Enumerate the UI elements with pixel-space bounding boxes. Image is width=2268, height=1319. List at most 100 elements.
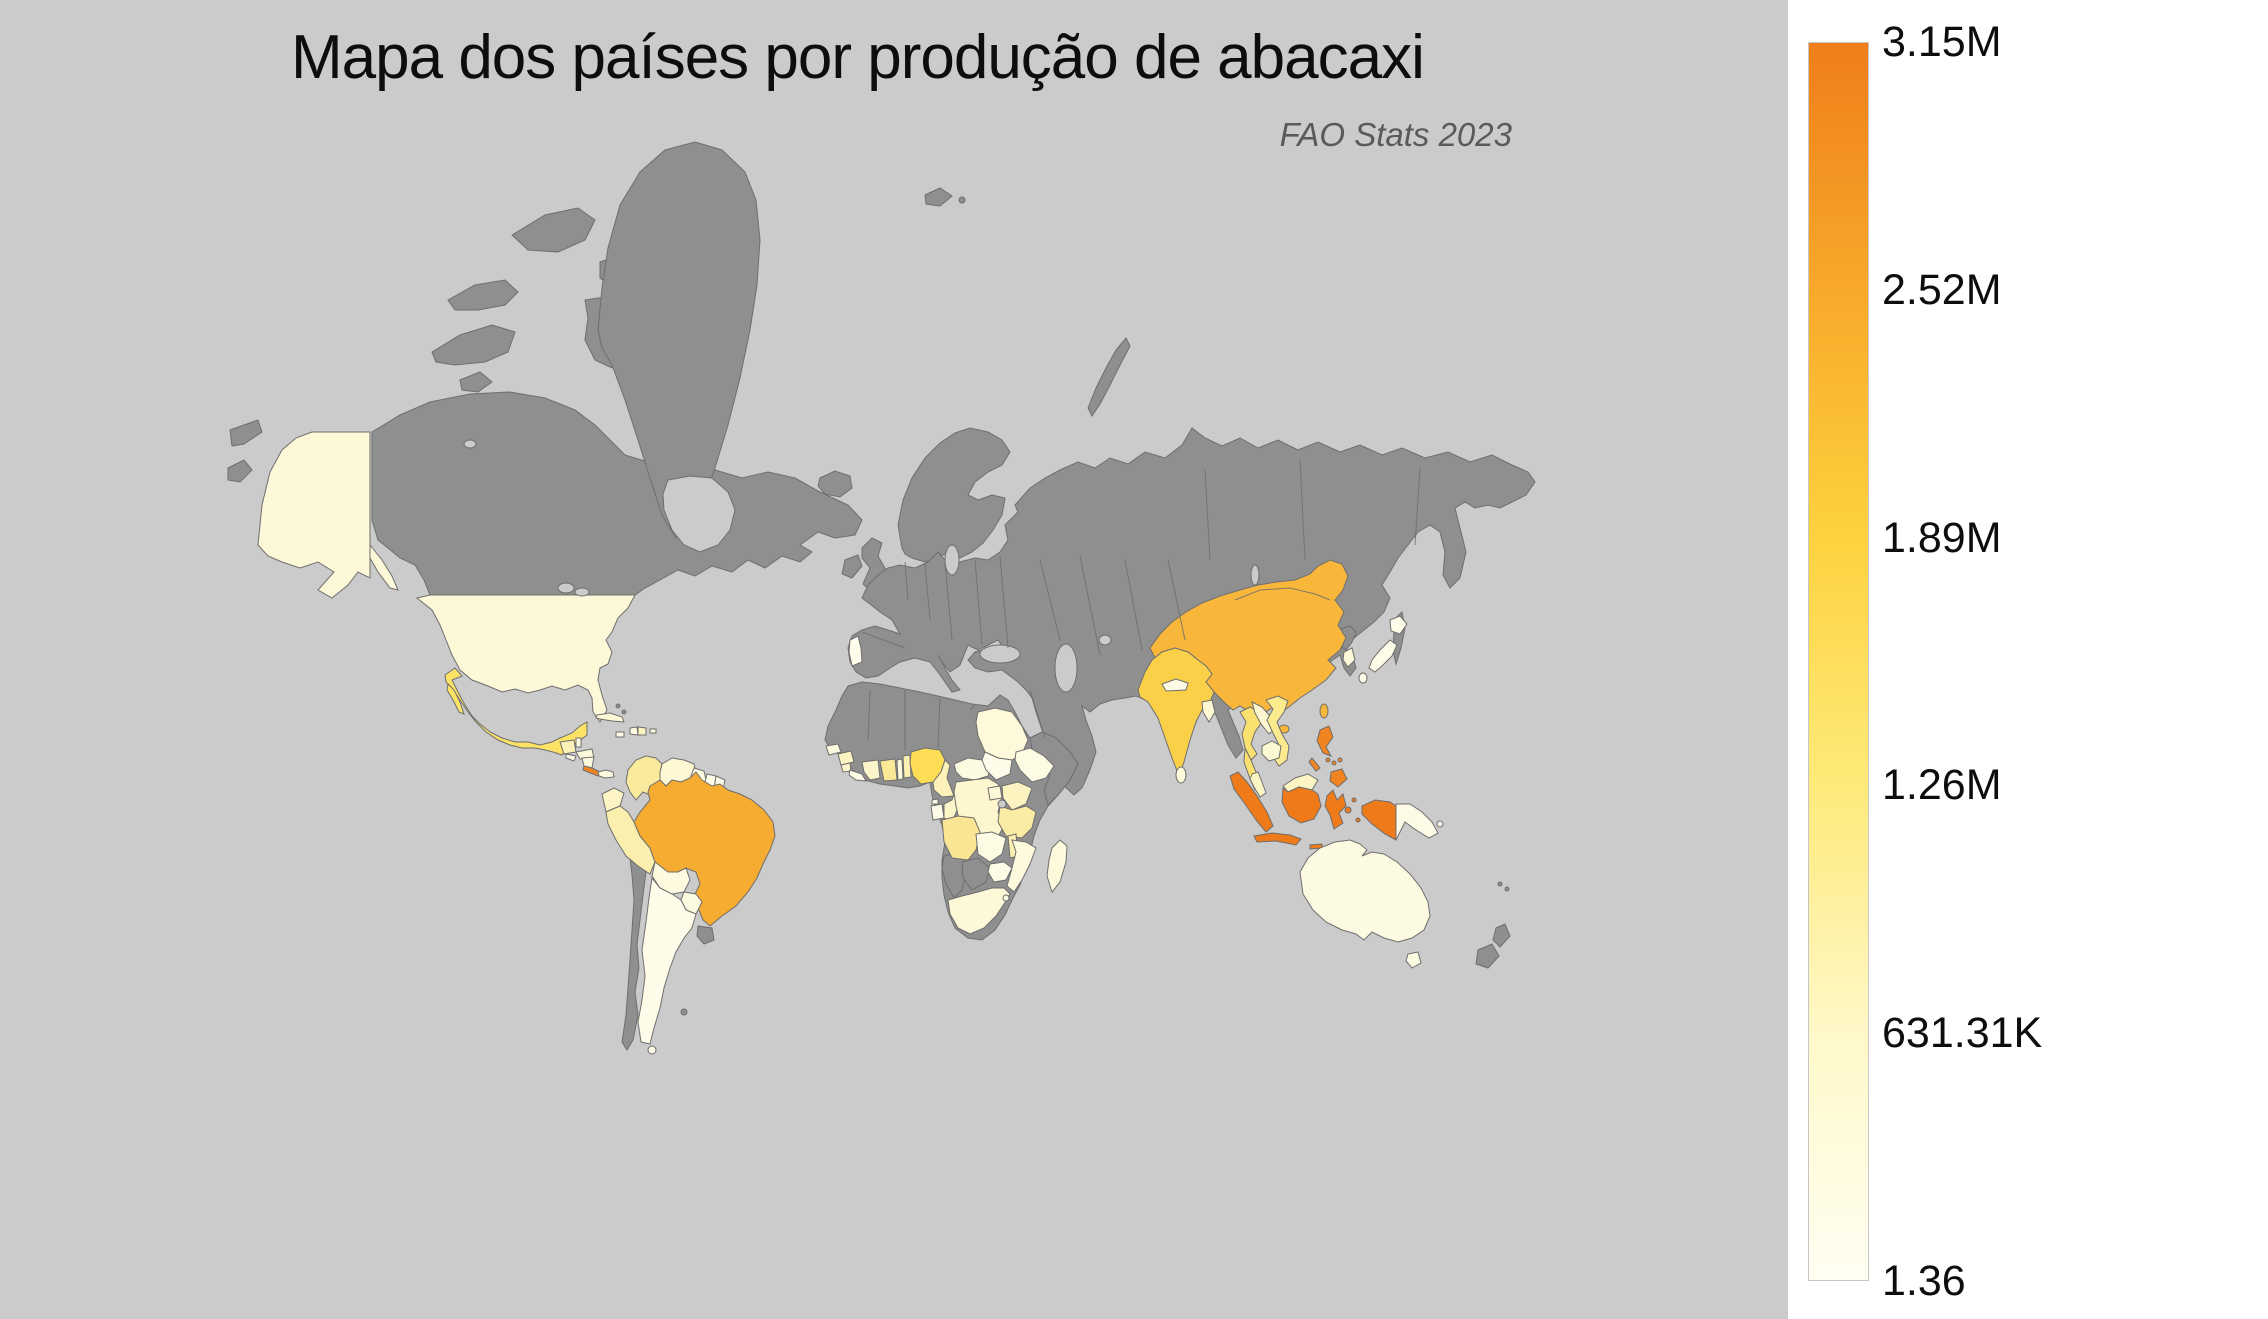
country-tanzania[interactable] — [997, 805, 1037, 839]
country-indonesia-kalimantan[interactable] — [1281, 786, 1322, 824]
country-usa-panhandle[interactable] — [369, 543, 399, 591]
country-cambodia[interactable] — [1261, 740, 1282, 762]
country-south-korea[interactable] — [1342, 647, 1356, 668]
country-ethiopia[interactable] — [1014, 747, 1055, 783]
novaya-zemlya[interactable] — [1087, 337, 1131, 417]
country-japan-honshu[interactable] — [1368, 639, 1398, 673]
arctic-islands[interactable] — [447, 279, 519, 311]
country-nepal[interactable] — [1161, 678, 1189, 692]
bahamas-islet — [621, 709, 627, 715]
country-brazil[interactable] — [633, 771, 776, 927]
scandinavia[interactable] — [897, 427, 1011, 563]
country-russia-far-east[interactable] — [227, 459, 253, 483]
country-angola[interactable] — [941, 815, 981, 861]
country-japan-hokkaido[interactable] — [1389, 615, 1408, 635]
country-portugal[interactable] — [848, 635, 863, 667]
country-togo[interactable] — [896, 758, 904, 781]
country-ghana[interactable] — [879, 758, 898, 782]
country-madagascar[interactable] — [1046, 839, 1068, 894]
country-costa-rica[interactable] — [582, 765, 601, 777]
country-indonesia-sulawesi[interactable] — [1324, 789, 1347, 830]
country-sri-lanka[interactable] — [1175, 766, 1187, 784]
country-mozambique[interactable] — [1006, 839, 1037, 893]
country-jamaica[interactable] — [615, 731, 625, 738]
country-zambia[interactable] — [975, 831, 1007, 863]
colorbar-tick: 1.26M — [1882, 761, 2002, 810]
country-south-sudan[interactable] — [981, 751, 1013, 781]
country-panama[interactable] — [597, 769, 615, 779]
country-greenland[interactable] — [597, 141, 761, 539]
country-indonesia-sumatra[interactable] — [1229, 771, 1274, 833]
country-indonesia-maluku[interactable] — [1344, 806, 1352, 814]
arctic-islands[interactable] — [459, 371, 493, 393]
country-gabon[interactable] — [930, 803, 945, 821]
country-usa[interactable] — [415, 594, 636, 723]
tierra-del-fuego[interactable] — [647, 1045, 657, 1055]
country-belize[interactable] — [575, 737, 582, 748]
lakes — [463, 439, 1260, 809]
aral-sea — [1098, 634, 1112, 646]
country-philippines-visayas[interactable] — [1337, 757, 1343, 763]
country-new-zealand[interactable] — [1475, 943, 1500, 969]
country-philippines-palawan[interactable] — [1308, 757, 1321, 772]
country-botswana[interactable] — [961, 857, 991, 891]
arctic-islands[interactable] — [511, 207, 596, 253]
country-vietnam[interactable] — [1265, 695, 1290, 767]
country-australia[interactable] — [1299, 839, 1431, 943]
country-puerto-rico[interactable] — [649, 728, 657, 734]
country-haiti[interactable] — [629, 726, 639, 736]
country-south-africa[interactable] — [947, 887, 1011, 935]
country-liberia[interactable] — [848, 769, 867, 782]
country-eswatini[interactable] — [1002, 894, 1010, 902]
country-philippines-visayas[interactable] — [1331, 760, 1337, 766]
country-guinea[interactable] — [837, 750, 855, 766]
country-uruguay[interactable] — [696, 925, 715, 945]
hudson-bay — [662, 475, 736, 553]
country-indonesia-maluku[interactable] — [1351, 797, 1357, 803]
country-papua-new-guinea[interactable] — [1395, 803, 1439, 841]
country-mexico[interactable] — [444, 667, 588, 756]
country-mexico-baja[interactable] — [446, 682, 465, 715]
colorbar-tick: 631.31K — [1882, 1009, 2043, 1058]
country-cameroon[interactable] — [932, 759, 955, 798]
country-el-salvador[interactable] — [565, 753, 577, 762]
country-indonesia-maluku[interactable] — [1355, 817, 1361, 823]
svalbard[interactable] — [924, 187, 953, 207]
country-chile[interactable] — [621, 857, 647, 1051]
country-australia-tasmania[interactable] — [1405, 951, 1422, 969]
country-taiwan[interactable] — [1319, 703, 1329, 719]
lake-baikal — [1250, 564, 1260, 586]
country-bolivia[interactable] — [651, 861, 691, 895]
country-kenya[interactable] — [1001, 781, 1033, 811]
country-uganda[interactable] — [987, 785, 1003, 801]
country-central-african-republic[interactable] — [953, 757, 993, 781]
interior-borders — [861, 459, 1421, 750]
country-equatorial-guinea[interactable] — [931, 798, 939, 805]
country-dominican-republic[interactable] — [637, 726, 647, 736]
country-malaysia-peninsula[interactable] — [1249, 771, 1267, 798]
new-britain[interactable] — [1436, 820, 1444, 828]
country-japan-kyushu[interactable] — [1358, 672, 1368, 684]
country-ireland[interactable] — [841, 554, 863, 579]
caspian-sea — [1054, 643, 1078, 693]
country-senegal[interactable] — [825, 743, 842, 756]
country-argentina[interactable] — [637, 876, 697, 1045]
country-bangladesh[interactable] — [1201, 699, 1216, 723]
country-indonesia-java[interactable] — [1253, 832, 1302, 846]
colorbar-tick: 1.89M — [1882, 513, 2002, 562]
country-russia-far-east[interactable] — [229, 419, 263, 447]
country-usa-alaska[interactable] — [257, 431, 371, 599]
arctic-islands[interactable] — [431, 324, 516, 366]
country-philippines-visayas[interactable] — [1325, 757, 1331, 763]
country-cote-divoire[interactable] — [861, 759, 881, 781]
country-new-zealand[interactable] — [1492, 923, 1511, 948]
country-iceland[interactable] — [817, 470, 853, 498]
lake-victoria — [997, 799, 1007, 809]
country-ecuador[interactable] — [601, 787, 625, 813]
country-philippines-luzon[interactable] — [1316, 725, 1334, 757]
country-philippines-mindanao[interactable] — [1329, 768, 1348, 788]
country-cuba[interactable] — [595, 712, 625, 723]
country-zimbabwe[interactable] — [987, 861, 1013, 883]
country-benin[interactable] — [902, 754, 912, 779]
